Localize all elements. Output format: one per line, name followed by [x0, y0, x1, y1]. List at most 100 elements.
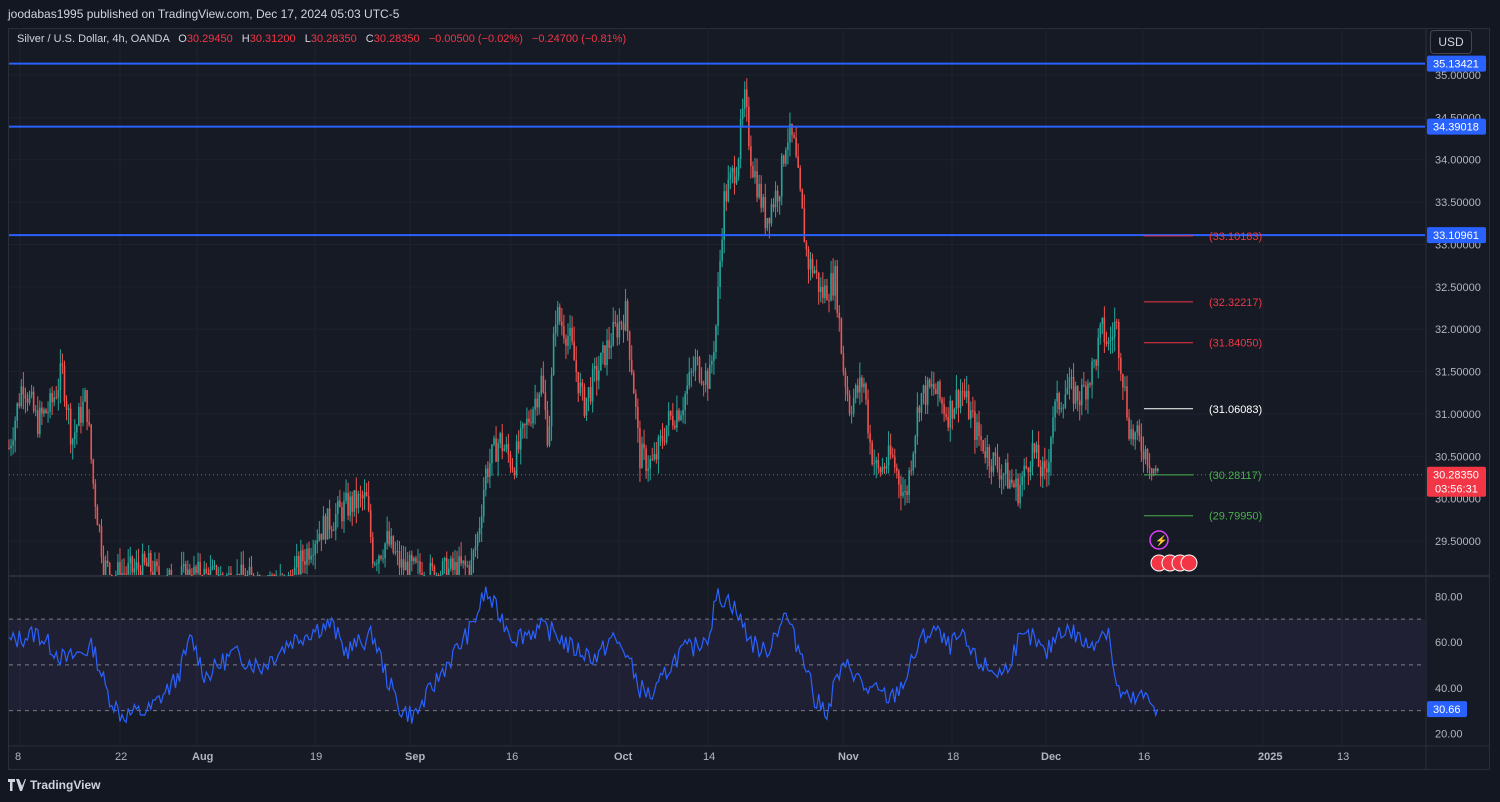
- candle-body: [1115, 321, 1118, 323]
- candle-body: [637, 407, 639, 429]
- candle-body: [491, 444, 493, 464]
- rsi-tick-label: 20.00: [1435, 729, 1463, 741]
- candle-body: [396, 550, 399, 552]
- candle-body: [721, 239, 723, 261]
- high-label: H: [241, 33, 250, 45]
- candle-body: [690, 371, 693, 373]
- candle-body: [945, 414, 947, 417]
- currency-button[interactable]: USD: [1430, 30, 1472, 54]
- candle-body: [357, 494, 360, 509]
- candle-body: [102, 557, 105, 575]
- candle-body: [1154, 468, 1157, 472]
- price-tick-label: 32.50000: [1435, 282, 1481, 294]
- candle-body: [328, 508, 331, 530]
- candle-body: [156, 561, 158, 567]
- horizontal-line-label: 33.10961: [1433, 230, 1479, 242]
- candle-body: [692, 370, 695, 372]
- candle-body: [678, 410, 680, 421]
- candle-body: [910, 470, 913, 472]
- horizontal-line-label-bg: [1427, 55, 1486, 72]
- close-label: C: [365, 33, 374, 45]
- candle-body: [511, 467, 514, 471]
- candle-body: [123, 573, 125, 575]
- chart-panel[interactable]: [8, 28, 1490, 770]
- candle-body: [334, 513, 337, 530]
- candle-body: [957, 389, 960, 408]
- candle-body: [908, 470, 910, 495]
- candle-body: [203, 568, 206, 575]
- candle-body: [727, 179, 730, 202]
- candle-body: [743, 89, 746, 109]
- candle-body: [1033, 443, 1036, 453]
- candle-body: [345, 492, 347, 501]
- candle-body: [84, 390, 86, 402]
- candle-body: [437, 575, 440, 576]
- candle-body: [990, 466, 993, 472]
- candle-body: [733, 167, 736, 184]
- candle-body: [351, 496, 354, 512]
- candle-body: [283, 575, 286, 576]
- candle-body: [170, 569, 173, 575]
- candle-body: [770, 204, 773, 224]
- candle-body: [754, 171, 756, 178]
- candle-body: [273, 575, 275, 576]
- candle-body: [939, 381, 941, 399]
- close-value: 30.28350: [373, 33, 420, 45]
- rsi-current-label: 30.66: [1433, 704, 1461, 716]
- candle-body: [135, 562, 138, 569]
- candle-body: [972, 410, 974, 412]
- candle-body: [439, 575, 442, 576]
- candle-body: [1002, 473, 1005, 476]
- time-tick-label: Dec: [1041, 751, 1061, 763]
- candle-body: [822, 286, 824, 298]
- candle-body: [684, 394, 686, 410]
- candle-body: [937, 381, 939, 394]
- candle-body: [76, 425, 78, 433]
- candle-body: [392, 536, 395, 553]
- candle-body: [1138, 425, 1141, 436]
- candle-body: [402, 559, 405, 571]
- candle-body: [875, 459, 878, 464]
- candle-body: [1095, 360, 1097, 366]
- lightning-event-icon[interactable]: [1149, 530, 1169, 550]
- candle-body: [125, 573, 127, 575]
- candle-body: [976, 422, 978, 440]
- candle-body: [297, 556, 300, 575]
- candle-body: [581, 382, 584, 387]
- candle-body: [741, 108, 744, 119]
- candle-body: [143, 553, 146, 563]
- candle-body: [1126, 386, 1128, 418]
- time-tick-label: 19: [310, 751, 322, 763]
- footer-brand[interactable]: TradingView: [8, 778, 100, 792]
- candle-body: [201, 575, 203, 576]
- candle-body: [635, 393, 637, 408]
- time-tick-label: 8: [15, 751, 21, 763]
- candle-body: [199, 561, 201, 575]
- candle-body: [861, 377, 863, 388]
- candle-body: [918, 407, 921, 413]
- candle-body: [869, 433, 871, 443]
- candle-body: [766, 217, 769, 229]
- economic-event-flag-icon[interactable]: [1180, 554, 1198, 572]
- candle-body: [61, 363, 64, 366]
- level-label: (32.32217): [1209, 297, 1262, 309]
- candle-body: [982, 439, 984, 452]
- candle-body: [526, 418, 528, 425]
- candle-body: [1109, 339, 1112, 341]
- candle-body: [645, 448, 647, 471]
- open-label: O: [178, 33, 187, 45]
- candle-body: [885, 465, 888, 469]
- candle-body: [840, 318, 843, 354]
- candle-body: [573, 341, 575, 361]
- candle-body: [984, 451, 986, 458]
- candle-body: [464, 560, 467, 566]
- candle-body: [314, 543, 317, 555]
- candle-body: [65, 401, 68, 410]
- candle-body: [1134, 432, 1137, 440]
- candle-body: [57, 390, 60, 398]
- candle-body: [1093, 360, 1095, 362]
- candle-body: [534, 398, 536, 410]
- candle-body: [468, 565, 471, 575]
- candle-body: [332, 529, 335, 531]
